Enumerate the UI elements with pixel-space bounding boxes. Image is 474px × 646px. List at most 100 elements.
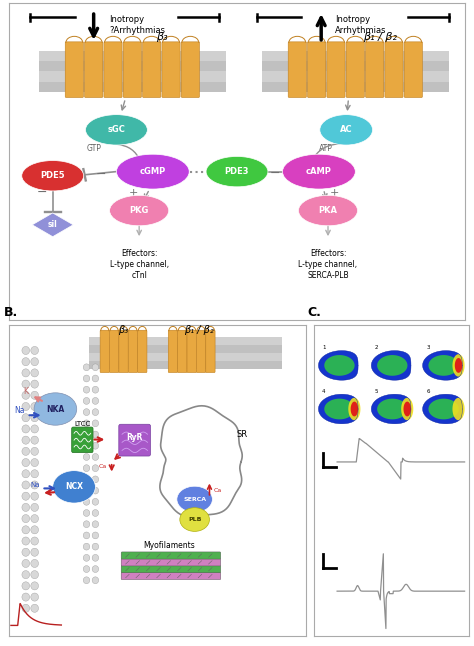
Circle shape (22, 604, 29, 612)
Circle shape (31, 436, 38, 444)
Circle shape (22, 447, 29, 455)
Circle shape (22, 593, 29, 601)
Circle shape (31, 593, 38, 601)
Text: PKG: PKG (129, 206, 149, 215)
Circle shape (31, 570, 38, 579)
Polygon shape (324, 399, 355, 419)
Circle shape (83, 431, 90, 438)
Circle shape (31, 492, 38, 500)
FancyBboxPatch shape (119, 330, 128, 373)
FancyBboxPatch shape (385, 42, 403, 98)
Circle shape (31, 447, 38, 455)
Bar (262, 71, 448, 81)
Circle shape (83, 532, 90, 539)
Circle shape (31, 582, 38, 590)
Text: −: − (37, 186, 47, 200)
Circle shape (83, 386, 90, 393)
Circle shape (92, 420, 99, 427)
Circle shape (92, 386, 99, 393)
Ellipse shape (109, 195, 169, 225)
Circle shape (83, 577, 90, 584)
Polygon shape (377, 355, 408, 376)
Circle shape (31, 391, 38, 399)
FancyBboxPatch shape (143, 42, 161, 98)
Circle shape (83, 476, 90, 483)
Polygon shape (319, 351, 358, 380)
Polygon shape (428, 399, 459, 419)
Text: 2: 2 (375, 345, 379, 350)
Circle shape (83, 498, 90, 505)
FancyBboxPatch shape (178, 330, 187, 373)
Text: Ca: Ca (58, 493, 67, 499)
Text: PLB: PLB (188, 517, 201, 522)
Text: 1: 1 (322, 345, 326, 350)
FancyBboxPatch shape (104, 42, 122, 98)
Polygon shape (453, 398, 465, 421)
Bar (39, 51, 226, 61)
FancyBboxPatch shape (123, 42, 141, 98)
Text: SERCA: SERCA (183, 497, 206, 502)
FancyBboxPatch shape (365, 42, 384, 98)
FancyBboxPatch shape (327, 42, 345, 98)
Circle shape (83, 364, 90, 371)
Bar (262, 81, 448, 92)
Polygon shape (428, 355, 459, 376)
Text: K: K (23, 387, 28, 396)
FancyBboxPatch shape (121, 559, 221, 566)
Polygon shape (371, 351, 411, 380)
Ellipse shape (283, 154, 356, 189)
Circle shape (92, 566, 99, 572)
Polygon shape (423, 351, 462, 380)
Text: β₃: β₃ (156, 32, 168, 41)
Circle shape (92, 532, 99, 539)
Circle shape (22, 515, 29, 523)
Circle shape (31, 470, 38, 478)
Polygon shape (371, 394, 411, 424)
Ellipse shape (53, 471, 95, 503)
Polygon shape (403, 402, 411, 417)
Bar (39, 81, 226, 92)
Bar (262, 51, 448, 61)
Circle shape (92, 375, 99, 382)
Bar (90, 360, 282, 368)
Circle shape (83, 420, 90, 427)
Polygon shape (377, 399, 408, 419)
Text: B.: B. (4, 306, 18, 318)
Polygon shape (348, 398, 360, 421)
FancyBboxPatch shape (196, 330, 206, 373)
Circle shape (83, 453, 90, 461)
Text: cGMP: cGMP (140, 167, 166, 176)
Text: NCX: NCX (65, 483, 83, 492)
Text: Myofilaments: Myofilaments (144, 541, 195, 550)
Text: 4: 4 (322, 389, 326, 393)
Text: AC: AC (340, 125, 353, 134)
Circle shape (22, 369, 29, 377)
Circle shape (31, 425, 38, 433)
Polygon shape (351, 402, 358, 417)
Circle shape (92, 543, 99, 550)
Circle shape (31, 526, 38, 534)
Text: sGC: sGC (108, 125, 125, 134)
Bar (90, 353, 282, 360)
Circle shape (31, 604, 38, 612)
Circle shape (31, 402, 38, 411)
Circle shape (22, 346, 29, 355)
FancyBboxPatch shape (100, 330, 109, 373)
Circle shape (22, 582, 29, 590)
Polygon shape (455, 358, 462, 373)
Circle shape (31, 481, 38, 489)
Ellipse shape (180, 508, 210, 532)
Circle shape (92, 409, 99, 415)
FancyBboxPatch shape (404, 42, 422, 98)
Bar (90, 337, 282, 345)
Circle shape (22, 537, 29, 545)
Circle shape (92, 498, 99, 505)
FancyBboxPatch shape (84, 42, 103, 98)
Text: β₁ / β₂: β₁ / β₂ (184, 325, 214, 335)
Circle shape (92, 397, 99, 404)
Circle shape (22, 470, 29, 478)
Circle shape (92, 364, 99, 371)
Text: 3: 3 (426, 345, 430, 350)
Circle shape (22, 402, 29, 411)
Circle shape (31, 537, 38, 545)
